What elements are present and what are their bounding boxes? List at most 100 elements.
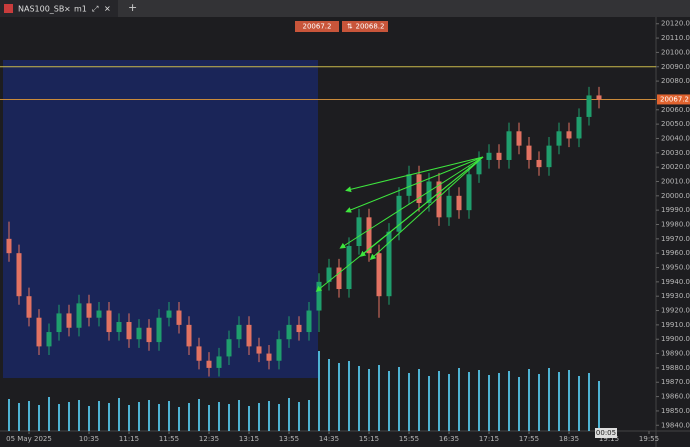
candle-body <box>306 310 312 333</box>
y-tick-label: 20010.0 <box>661 177 690 185</box>
y-tick-label: 20060.0 <box>661 106 690 114</box>
x-tick-label: 19:55 <box>639 435 659 443</box>
candle-body <box>576 116 582 139</box>
volume-bar <box>288 398 290 431</box>
candle-body <box>146 327 152 343</box>
y-tick-label: 20030.0 <box>661 149 690 157</box>
volume-bar <box>578 376 580 431</box>
tab-close[interactable]: × <box>64 5 71 14</box>
candle-body <box>346 246 352 290</box>
volume-bar <box>128 405 130 431</box>
candle-body <box>556 131 562 146</box>
candle-body <box>546 145 552 168</box>
volume-bar <box>528 369 530 431</box>
candle-body <box>466 174 472 211</box>
volume-bar <box>468 372 470 431</box>
candle-body <box>106 310 112 333</box>
volume-bar <box>308 400 310 431</box>
tab[interactable]: NAS100_SB × m1 ⤢ ✕ <box>0 0 118 17</box>
icon[interactable]: ⤢ <box>91 5 98 14</box>
volume-bar <box>438 371 440 431</box>
candle-body <box>406 174 412 196</box>
candle-body <box>6 238 12 254</box>
candle-body <box>436 181 442 218</box>
price-label-box <box>657 94 690 105</box>
candle-body <box>506 131 512 160</box>
candle-body <box>96 310 102 318</box>
volume-bar <box>78 400 80 431</box>
volume-bar <box>258 403 260 431</box>
candle-body <box>386 231 392 297</box>
candle-body <box>526 145 532 160</box>
volume-bar <box>28 401 30 431</box>
volume-bar <box>298 402 300 431</box>
y-tick-label: 20000.0 <box>661 192 690 200</box>
volume-bar <box>238 400 240 431</box>
volume-bar <box>188 403 190 431</box>
candle-body <box>26 296 32 318</box>
trend-arrows <box>315 156 484 292</box>
y-tick-label: 19900.0 <box>661 335 690 343</box>
candle-body <box>206 360 212 368</box>
icon: ⇅ <box>347 23 353 31</box>
volume-bar <box>558 372 560 431</box>
countdown: 00:05 <box>596 429 616 437</box>
candle-body <box>186 324 192 347</box>
volume-bar <box>548 368 550 431</box>
icon[interactable]: ✕ <box>104 5 111 14</box>
candle-body <box>446 195 452 218</box>
y-tick-label: 19930.0 <box>661 292 690 300</box>
volume-bar <box>588 373 590 431</box>
volume-bar <box>318 351 320 431</box>
candle-body <box>586 95 592 117</box>
x-tick-label: 12:35 <box>199 435 219 443</box>
candle-body <box>296 324 302 333</box>
candle-body <box>456 195 462 211</box>
ask-box[interactable] <box>342 21 388 32</box>
plot: 20120.0 20110.0 20100.0 20090.0 20080.0 20060… <box>0 20 690 443</box>
y-tick-label: 19870.0 <box>661 378 690 386</box>
y-tick-label: 20080.0 <box>661 77 690 85</box>
y-tick-label: 20050.0 <box>661 120 690 128</box>
x-tick-label: 13:15 <box>239 435 259 443</box>
volume-bar <box>338 363 340 431</box>
x-tick-label: 16:35 <box>439 435 459 443</box>
timeframe[interactable]: m1 <box>74 5 87 14</box>
candle-body <box>336 267 342 290</box>
candle-body <box>276 339 282 361</box>
candle-body <box>196 346 202 361</box>
candle-body <box>326 267 332 282</box>
volume-bar <box>498 373 500 431</box>
y-tick-label: 19920.0 <box>661 307 690 315</box>
y-tick-label: 19940.0 <box>661 278 690 286</box>
new-tab[interactable]: + <box>128 1 137 14</box>
candle-body <box>496 152 502 160</box>
y-tick-label: 19880.0 <box>661 364 690 372</box>
volume-bar <box>328 359 330 431</box>
volume-bar <box>458 368 460 431</box>
candle-body <box>176 310 182 325</box>
volume-bar <box>8 399 10 431</box>
candle-body <box>536 159 542 168</box>
candle-body <box>396 195 402 232</box>
volume-bar <box>38 405 40 431</box>
bid-box[interactable] <box>295 21 339 32</box>
y-tick-label: 19850.0 <box>661 407 690 415</box>
volume-bar <box>168 401 170 431</box>
candle-body <box>166 310 172 318</box>
volume-bar <box>408 373 410 431</box>
volume-bar <box>278 404 280 431</box>
tab-bar <box>0 0 690 17</box>
y-tick-label: 20020.0 <box>661 163 690 171</box>
x-tick-label: 10:35 <box>79 435 99 443</box>
volume-bar <box>88 406 90 431</box>
volume-bar <box>218 402 220 431</box>
candle-body <box>116 322 122 333</box>
volume-bar <box>48 397 50 431</box>
volume-bar <box>198 399 200 431</box>
volume-bar <box>228 404 230 431</box>
candle-body <box>266 353 272 361</box>
candle-body <box>226 339 232 357</box>
